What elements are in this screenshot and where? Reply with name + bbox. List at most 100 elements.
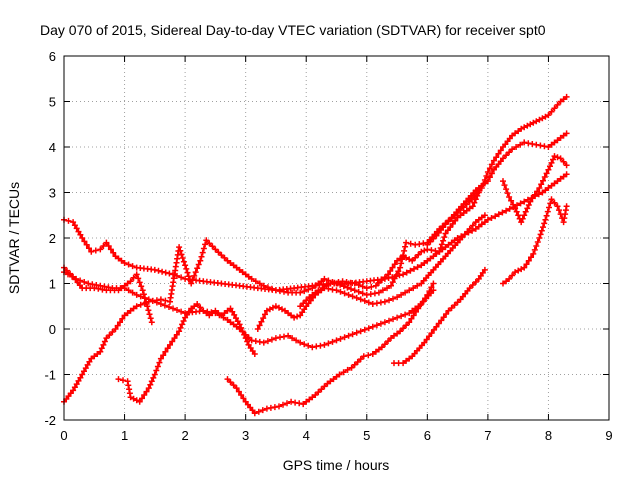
data-point	[424, 257, 431, 264]
data-point	[73, 225, 80, 232]
data-point	[288, 398, 295, 405]
data-point	[147, 381, 154, 388]
data-point	[238, 324, 245, 331]
data-point	[137, 293, 144, 300]
data-point	[323, 282, 330, 289]
data-point	[503, 152, 510, 159]
data-point	[500, 280, 506, 287]
data-point	[563, 130, 570, 137]
data-point	[77, 231, 84, 238]
x-tick-label: 3	[242, 428, 249, 443]
data-point	[325, 340, 332, 347]
data-point	[178, 274, 185, 281]
data-point	[377, 320, 384, 327]
data-point	[541, 220, 548, 227]
data-point	[312, 392, 319, 398]
series-trace-f	[224, 280, 437, 417]
data-point	[354, 359, 361, 365]
data-point	[125, 261, 132, 268]
data-point	[481, 177, 488, 183]
data-point	[294, 313, 301, 320]
data-point	[536, 185, 543, 191]
data-point	[409, 257, 416, 264]
data-point	[221, 254, 228, 261]
y-tick-label: 0	[49, 322, 56, 337]
x-axis-label: GPS time / hours	[283, 457, 390, 473]
data-point	[551, 199, 558, 206]
data-point	[538, 181, 545, 188]
data-point	[428, 284, 435, 291]
data-point	[291, 314, 298, 321]
data-point	[513, 144, 520, 150]
data-point	[79, 235, 86, 241]
data-point	[260, 315, 267, 322]
data-point	[527, 198, 534, 205]
data-point	[500, 155, 506, 162]
data-point	[554, 101, 561, 108]
data-point	[178, 308, 185, 315]
data-point	[369, 351, 376, 357]
data-point	[394, 294, 401, 301]
data-point	[518, 219, 525, 226]
data-point	[293, 337, 300, 344]
data-point	[188, 280, 195, 287]
data-point	[378, 344, 385, 351]
x-tick-labels: 0 1 2 3 4 5 6 7 8 9	[60, 428, 612, 443]
data-point	[484, 178, 491, 185]
data-point	[154, 363, 161, 370]
data-point	[525, 257, 532, 264]
data-point	[143, 299, 150, 306]
data-point	[432, 247, 439, 254]
data-point	[413, 308, 419, 315]
data-point	[377, 299, 384, 306]
data-point	[127, 278, 134, 285]
data-point	[297, 289, 304, 296]
data-point	[357, 356, 364, 363]
data-point	[406, 287, 413, 294]
data-point	[218, 252, 225, 259]
data-point	[517, 141, 524, 148]
data-point	[379, 287, 386, 294]
data-point	[303, 297, 310, 304]
data-point	[551, 105, 558, 112]
data-point	[118, 285, 125, 292]
data-point	[540, 224, 546, 231]
data-point	[256, 280, 263, 287]
data-point	[162, 269, 169, 276]
data-point	[478, 185, 485, 191]
data-point	[305, 286, 312, 293]
data-point	[512, 205, 519, 212]
data-point	[70, 219, 77, 226]
data-point	[365, 352, 372, 359]
series-trace-h	[297, 189, 482, 310]
data-point	[478, 214, 485, 221]
data-point	[130, 395, 137, 402]
data-point	[268, 285, 275, 292]
data-point	[438, 317, 445, 324]
data-point	[301, 288, 308, 295]
data-point	[329, 338, 336, 345]
x-tick-label: 2	[181, 428, 188, 443]
data-point	[227, 305, 234, 312]
data-point	[508, 197, 515, 204]
data-point	[440, 237, 447, 244]
data-point	[98, 345, 105, 352]
data-point	[67, 270, 74, 277]
data-point	[252, 278, 259, 285]
x-tick-label: 1	[121, 428, 128, 443]
data-point	[174, 307, 180, 313]
data-point	[344, 366, 351, 373]
data-point	[412, 254, 419, 261]
data-point	[206, 240, 213, 247]
data-point	[212, 246, 219, 253]
data-point	[495, 150, 502, 157]
data-point	[272, 303, 279, 310]
data-point	[162, 297, 169, 304]
data-point	[242, 335, 249, 342]
data-point	[386, 317, 392, 324]
data-point	[415, 305, 422, 312]
data-point	[484, 169, 491, 175]
data-point	[521, 198, 528, 205]
x-tick-label: 6	[424, 428, 431, 443]
